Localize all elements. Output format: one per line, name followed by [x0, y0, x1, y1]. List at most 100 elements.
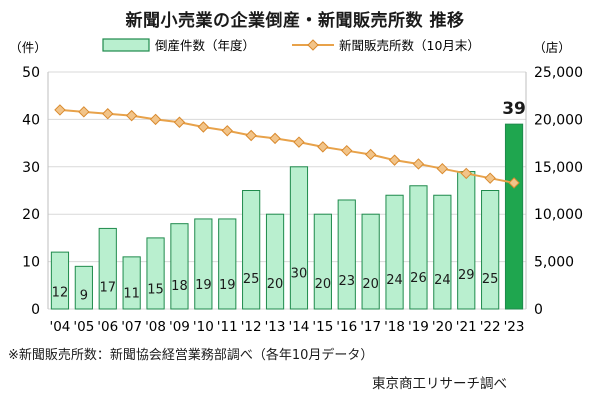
- x-tick-label: '04: [50, 319, 71, 335]
- line-series: [54, 104, 520, 189]
- right-tick-label: 10,000: [534, 207, 583, 223]
- line-point: [412, 158, 425, 170]
- bar: [146, 237, 165, 310]
- bar-value-label: 23: [338, 274, 355, 289]
- x-tick-label: '11: [217, 319, 238, 335]
- line-point: [221, 125, 233, 137]
- legend-bar-label: 倒産件数（年度）: [155, 38, 255, 53]
- right-tick-label: 5,000: [534, 255, 574, 271]
- bar: [194, 218, 213, 310]
- bar-value-label: 19: [219, 278, 236, 293]
- bar-value-label: 19: [195, 278, 212, 293]
- line-point: [54, 104, 66, 116]
- legend-line-marker: [307, 39, 319, 51]
- line-point: [149, 113, 162, 126]
- bar: [385, 194, 404, 310]
- bar-value-label: 30: [291, 267, 308, 282]
- bar-value-label: 12: [52, 285, 69, 300]
- x-tick-label: '08: [145, 319, 166, 335]
- line-point: [125, 109, 138, 122]
- x-tick-label: '23: [504, 319, 525, 335]
- left-tick-label: 20: [22, 207, 40, 223]
- x-tick-label: '07: [121, 319, 142, 335]
- left-tick-label: 10: [22, 255, 40, 271]
- bar-value-label: 20: [362, 277, 379, 292]
- right-axis-unit: （店）: [533, 40, 571, 55]
- x-tick-label: '10: [193, 319, 214, 335]
- left-axis-unit: （件）: [9, 40, 47, 55]
- line-point: [197, 121, 210, 133]
- bar-value-label: 24: [434, 273, 451, 288]
- line-point: [245, 129, 257, 142]
- right-tick-label: 0: [534, 302, 543, 318]
- x-tick-label: '13: [265, 319, 286, 335]
- bar-value-label: 18: [171, 279, 188, 294]
- x-tick-label: '22: [480, 319, 501, 335]
- bar-value-label: 20: [315, 277, 332, 292]
- bar-value-label: 15: [147, 282, 164, 297]
- bar: [433, 194, 452, 310]
- line-point: [388, 154, 401, 166]
- bar: [170, 223, 189, 310]
- x-tick-label: '20: [432, 319, 453, 335]
- right-tick-label: 25,000: [534, 65, 583, 81]
- bar: [218, 218, 237, 310]
- bar-labels: 12 9 17 11 15 18 19 19 25 20 30 20 23 20 24 26 24 29 25 39: [52, 99, 526, 303]
- bar: [122, 256, 141, 310]
- bar-value-label: 26: [410, 271, 427, 286]
- bar: [265, 213, 285, 310]
- bar: [409, 185, 428, 310]
- right-tick-label: 20,000: [534, 112, 583, 128]
- line-point: [460, 167, 472, 180]
- line-point: [269, 132, 281, 145]
- bar-value-label: 9: [80, 289, 88, 304]
- bar: [50, 251, 70, 310]
- x-tick-label: '09: [169, 319, 190, 335]
- x-tick-label: '05: [73, 319, 94, 335]
- bar: [313, 213, 332, 310]
- bar-value-label: 11: [123, 287, 140, 302]
- legend: 倒産件数（年度） 新聞販売所数（10月末）: [102, 38, 480, 53]
- line-point: [173, 116, 186, 128]
- left-tick-label: 40: [22, 112, 40, 128]
- left-tick-label: 0: [31, 302, 40, 318]
- right-tick-label: 15,000: [534, 160, 583, 176]
- bar-value-label: 24: [386, 273, 403, 288]
- x-tick-label: '06: [97, 319, 118, 335]
- line-point: [293, 136, 305, 148]
- x-tick-label: '18: [384, 319, 405, 335]
- x-tick-label: '17: [360, 319, 381, 335]
- bar-value-label: 29: [458, 268, 475, 283]
- source-credit: 東京商工リサーチ調べ: [372, 376, 507, 392]
- x-tick-label: '12: [241, 319, 262, 335]
- bars: [50, 123, 524, 310]
- bar-value-label: 25: [482, 272, 499, 287]
- legend-line-label: 新聞販売所数（10月末）: [339, 38, 480, 53]
- bar-value-label: 25: [243, 272, 260, 287]
- footnote: ※新聞販売所数：新聞協会経営業務部調べ（各年10月データ）: [8, 348, 374, 363]
- grid: [47, 71, 527, 310]
- bar: [337, 199, 356, 310]
- right-axis: 0 5,000 10,000 15,000 20,000 25,000: [534, 65, 583, 318]
- bar: [98, 227, 117, 310]
- bar-value-label: 20: [267, 277, 284, 292]
- bar: [242, 190, 261, 310]
- bar-value-label: 17: [99, 280, 116, 295]
- bar: [481, 190, 500, 310]
- line-point: [341, 144, 353, 157]
- line-point: [102, 108, 114, 120]
- line-point: [78, 106, 90, 118]
- left-tick-label: 50: [22, 65, 40, 81]
- x-tick-label: '15: [312, 319, 333, 335]
- line-point: [317, 141, 329, 153]
- x-tick-label: '14: [289, 319, 310, 335]
- legend-bar-swatch: [102, 38, 150, 52]
- bar: [361, 213, 380, 310]
- bar-value-label: 39: [502, 99, 526, 119]
- chart-title: 新聞小売業の企業倒産・新聞販売所数 推移: [125, 11, 465, 31]
- line-point: [508, 177, 520, 189]
- line-point: [364, 148, 377, 161]
- bar: [74, 265, 93, 310]
- bar: [457, 171, 476, 310]
